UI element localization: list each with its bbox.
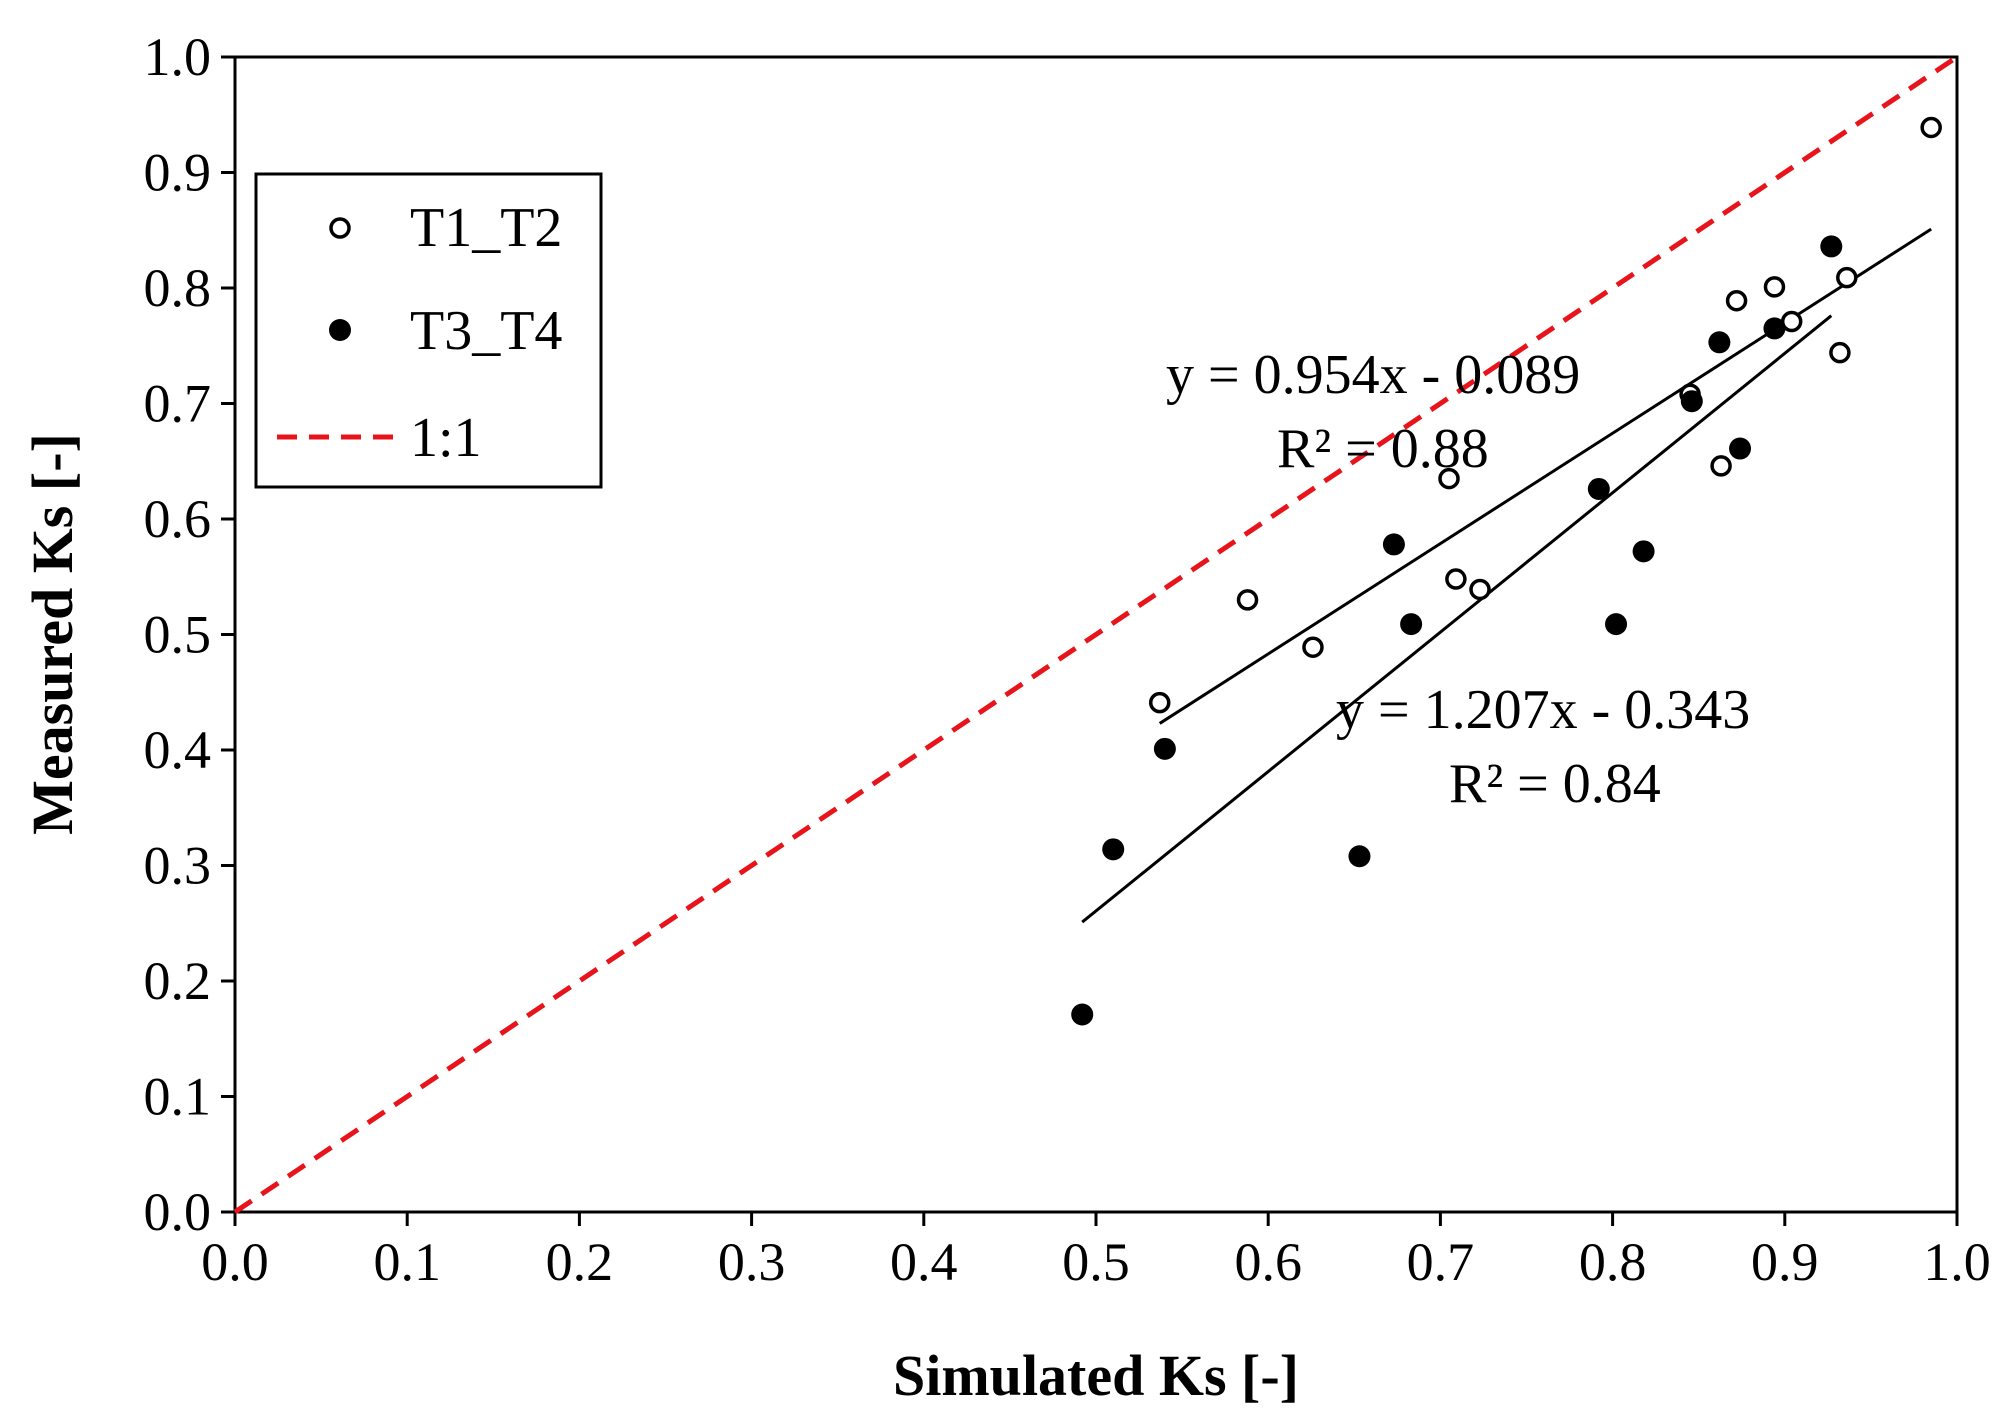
x-tick-label: 0.3 bbox=[718, 1232, 786, 1292]
y-tick-label: 0.5 bbox=[144, 605, 212, 665]
point-t1-t2 bbox=[1445, 568, 1467, 590]
y-axis-ticks: 0.0 0.1 0.2 0.3 0.4 0.5 0.6 0.7 0.8 0.9 1.0 bbox=[144, 27, 235, 1242]
x-tick-label: 0.5 bbox=[1062, 1232, 1130, 1292]
point-t3-t4 bbox=[1400, 613, 1423, 636]
x-tick-label: 0.9 bbox=[1751, 1232, 1819, 1292]
x-tick-label: 0.7 bbox=[1407, 1232, 1475, 1292]
trendlines-group bbox=[1081, 227, 1932, 924]
y-tick-label: 0.3 bbox=[144, 836, 212, 896]
point-t1-t2 bbox=[1725, 289, 1748, 312]
x-tick-label: 0.1 bbox=[373, 1232, 441, 1292]
x-tick-label: 0.8 bbox=[1579, 1232, 1647, 1292]
y-tick-label: 0.8 bbox=[144, 258, 212, 318]
point-t1-t2 bbox=[1148, 691, 1171, 714]
data-points-group bbox=[1071, 116, 1942, 1026]
y-tick-label: 0.9 bbox=[144, 143, 212, 203]
point-t3-t4 bbox=[1632, 540, 1655, 563]
point-t3-t4 bbox=[1153, 737, 1176, 760]
point-t1-t2 bbox=[1438, 467, 1460, 490]
point-t3-t4 bbox=[1729, 437, 1752, 460]
x-axis-title: Simulated Ks [-] bbox=[893, 1343, 1299, 1408]
y-tick-label: 1.0 bbox=[144, 27, 212, 87]
x-tick-label: 0.0 bbox=[201, 1232, 269, 1292]
point-t1-t2 bbox=[1710, 455, 1732, 477]
x-tick-label: 0.6 bbox=[1234, 1232, 1302, 1292]
x-tick-label: 1.0 bbox=[1923, 1232, 1991, 1292]
point-t1-t2 bbox=[1302, 636, 1324, 658]
trend-r2-t3-t4: R² = 0.84 bbox=[1449, 753, 1661, 815]
trendline-t3-t4 bbox=[1081, 314, 1833, 924]
y-tick-label: 0.7 bbox=[144, 374, 212, 434]
x-axis-ticks: 0.0 0.1 0.2 0.3 0.4 0.5 0.6 0.7 0.8 0.9 1.0 bbox=[201, 1212, 1991, 1292]
y-tick-label: 0.6 bbox=[144, 489, 212, 549]
point-t3-t4 bbox=[1102, 838, 1125, 861]
reference-line-1-1 bbox=[233, 54, 1959, 1215]
legend: T1_T2 T3_T4 1:1 bbox=[254, 172, 603, 489]
legend-marker-t3-t4 bbox=[329, 319, 351, 341]
y-tick-label: 0.4 bbox=[144, 720, 212, 780]
point-t3-t4 bbox=[1071, 1003, 1094, 1026]
y-tick-label: 0.2 bbox=[144, 951, 212, 1011]
point-t1-t2 bbox=[1763, 276, 1786, 298]
trend-equation-t1-t2: y = 0.954x - 0.089 bbox=[1166, 344, 1580, 406]
x-tick-label: 0.4 bbox=[890, 1232, 958, 1292]
legend-marker-t1-t2 bbox=[329, 217, 351, 239]
point-t3-t4 bbox=[1587, 477, 1610, 500]
legend-label-1-1: 1:1 bbox=[410, 407, 482, 469]
point-t3-t4 bbox=[1680, 390, 1703, 413]
point-t1-t2 bbox=[1236, 589, 1259, 611]
point-t3-t4 bbox=[1348, 845, 1371, 868]
point-t1-t2 bbox=[1920, 116, 1942, 139]
x-tick-label: 0.2 bbox=[546, 1232, 614, 1292]
point-t1-t2 bbox=[1469, 578, 1491, 601]
point-t1-t2 bbox=[1829, 341, 1851, 364]
y-tick-label: 0.0 bbox=[144, 1182, 212, 1242]
legend-label-t1-t2: T1_T2 bbox=[410, 197, 562, 259]
point-t1-t2 bbox=[1836, 266, 1858, 289]
trendline-t1-t2 bbox=[1158, 227, 1932, 725]
y-axis-title: Measured Ks [-] bbox=[20, 433, 85, 835]
point-t3-t4 bbox=[1708, 331, 1731, 354]
point-t3-t4 bbox=[1605, 613, 1628, 636]
point-t3-t4 bbox=[1382, 533, 1405, 556]
point-t3-t4 bbox=[1763, 317, 1786, 340]
y-tick-label: 0.1 bbox=[144, 1067, 212, 1127]
trend-equation-t3-t4: y = 1.207x - 0.343 bbox=[1336, 679, 1750, 741]
trend-r2-t1-t2: R² = 0.88 bbox=[1277, 418, 1489, 480]
reference-line-group bbox=[233, 54, 1959, 1215]
point-t3-t4 bbox=[1820, 235, 1843, 258]
legend-label-t3-t4: T3_T4 bbox=[410, 300, 562, 362]
